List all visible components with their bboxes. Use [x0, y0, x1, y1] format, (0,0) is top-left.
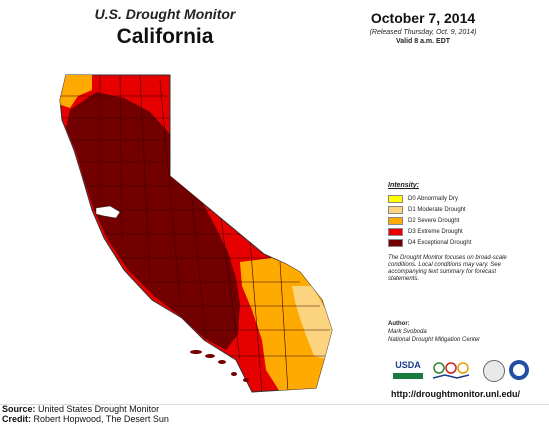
d2-zone-north	[60, 75, 92, 108]
author-label: Author:	[388, 321, 410, 327]
image-captions: Source: United States Drought Monitor Cr…	[2, 404, 169, 424]
drought-monitor-url[interactable]: http://droughtmonitor.unl.edu/	[391, 389, 520, 399]
date-block: October 7, 2014 (Released Thursday, Oct.…	[348, 10, 498, 45]
legend-item: D0 Abnormally Dry	[388, 193, 538, 204]
credit-caption: Credit: Robert Hopwood, The Desert Sun	[2, 414, 169, 424]
legend-title: Intensity:	[388, 182, 420, 189]
legend: Intensity: D0 Abnormally Dry D1 Moderate…	[388, 182, 538, 283]
usda-logo: USDA	[393, 360, 423, 382]
author-name: Mark Svoboda	[388, 329, 427, 335]
legend-label: D1 Moderate Drought	[408, 206, 466, 213]
bay-area-water	[95, 205, 121, 219]
legend-item: D3 Extreme Drought	[388, 226, 538, 237]
legend-swatch	[388, 227, 403, 236]
legend-label: D4 Exceptional Drought	[408, 239, 472, 246]
release-note: (Released Thursday, Oct. 9, 2014)	[369, 29, 477, 36]
map-date: October 7, 2014	[370, 10, 476, 26]
source-caption: Source: United States Drought Monitor	[2, 404, 169, 414]
noaa-logo-icon	[509, 360, 529, 380]
usda-wordmark: USDA	[395, 360, 421, 370]
source-label: Source:	[2, 404, 36, 414]
legend-label: D3 Extreme Drought	[408, 228, 463, 235]
commerce-seal-icon	[483, 360, 505, 382]
legend-item: D4 Exceptional Drought	[388, 237, 538, 248]
sponsor-logos: USDA	[393, 360, 533, 384]
region-title: California	[116, 25, 214, 48]
publisher-title: U.S. Drought Monitor	[94, 6, 236, 22]
author-block: Author: Mark Svoboda National Drought Mi…	[388, 320, 480, 344]
legend-swatch	[388, 205, 403, 214]
credit-label: Credit:	[2, 414, 31, 424]
credit-text: Robert Hopwood, The Desert Sun	[33, 414, 169, 424]
author-org: National Drought Mitigation Center	[388, 337, 481, 343]
legend-note: The Drought Monitor focuses on broad-sca…	[388, 255, 507, 282]
legend-item: D1 Moderate Drought	[388, 204, 538, 215]
drought-map-panel: U.S. Drought Monitor California October …	[0, 6, 549, 405]
legend-swatch	[388, 194, 403, 203]
channel-islands	[190, 350, 249, 382]
legend-label: D2 Severe Drought	[408, 217, 460, 224]
d1-zone-east	[292, 286, 332, 360]
legend-swatch	[388, 216, 403, 225]
d4-zone-core	[66, 92, 240, 350]
legend-swatch	[388, 238, 403, 247]
legend-item: D2 Severe Drought	[388, 215, 538, 226]
california-drought-map	[59, 74, 333, 393]
source-text: United States Drought Monitor	[38, 404, 160, 414]
usda-stripe	[393, 373, 423, 379]
map-header: U.S. Drought Monitor California	[70, 6, 260, 49]
legend-label: D0 Abnormally Dry	[408, 195, 459, 202]
valid-time: Valid 8 a.m. EDT	[395, 38, 451, 45]
ndmc-logo	[432, 362, 470, 379]
